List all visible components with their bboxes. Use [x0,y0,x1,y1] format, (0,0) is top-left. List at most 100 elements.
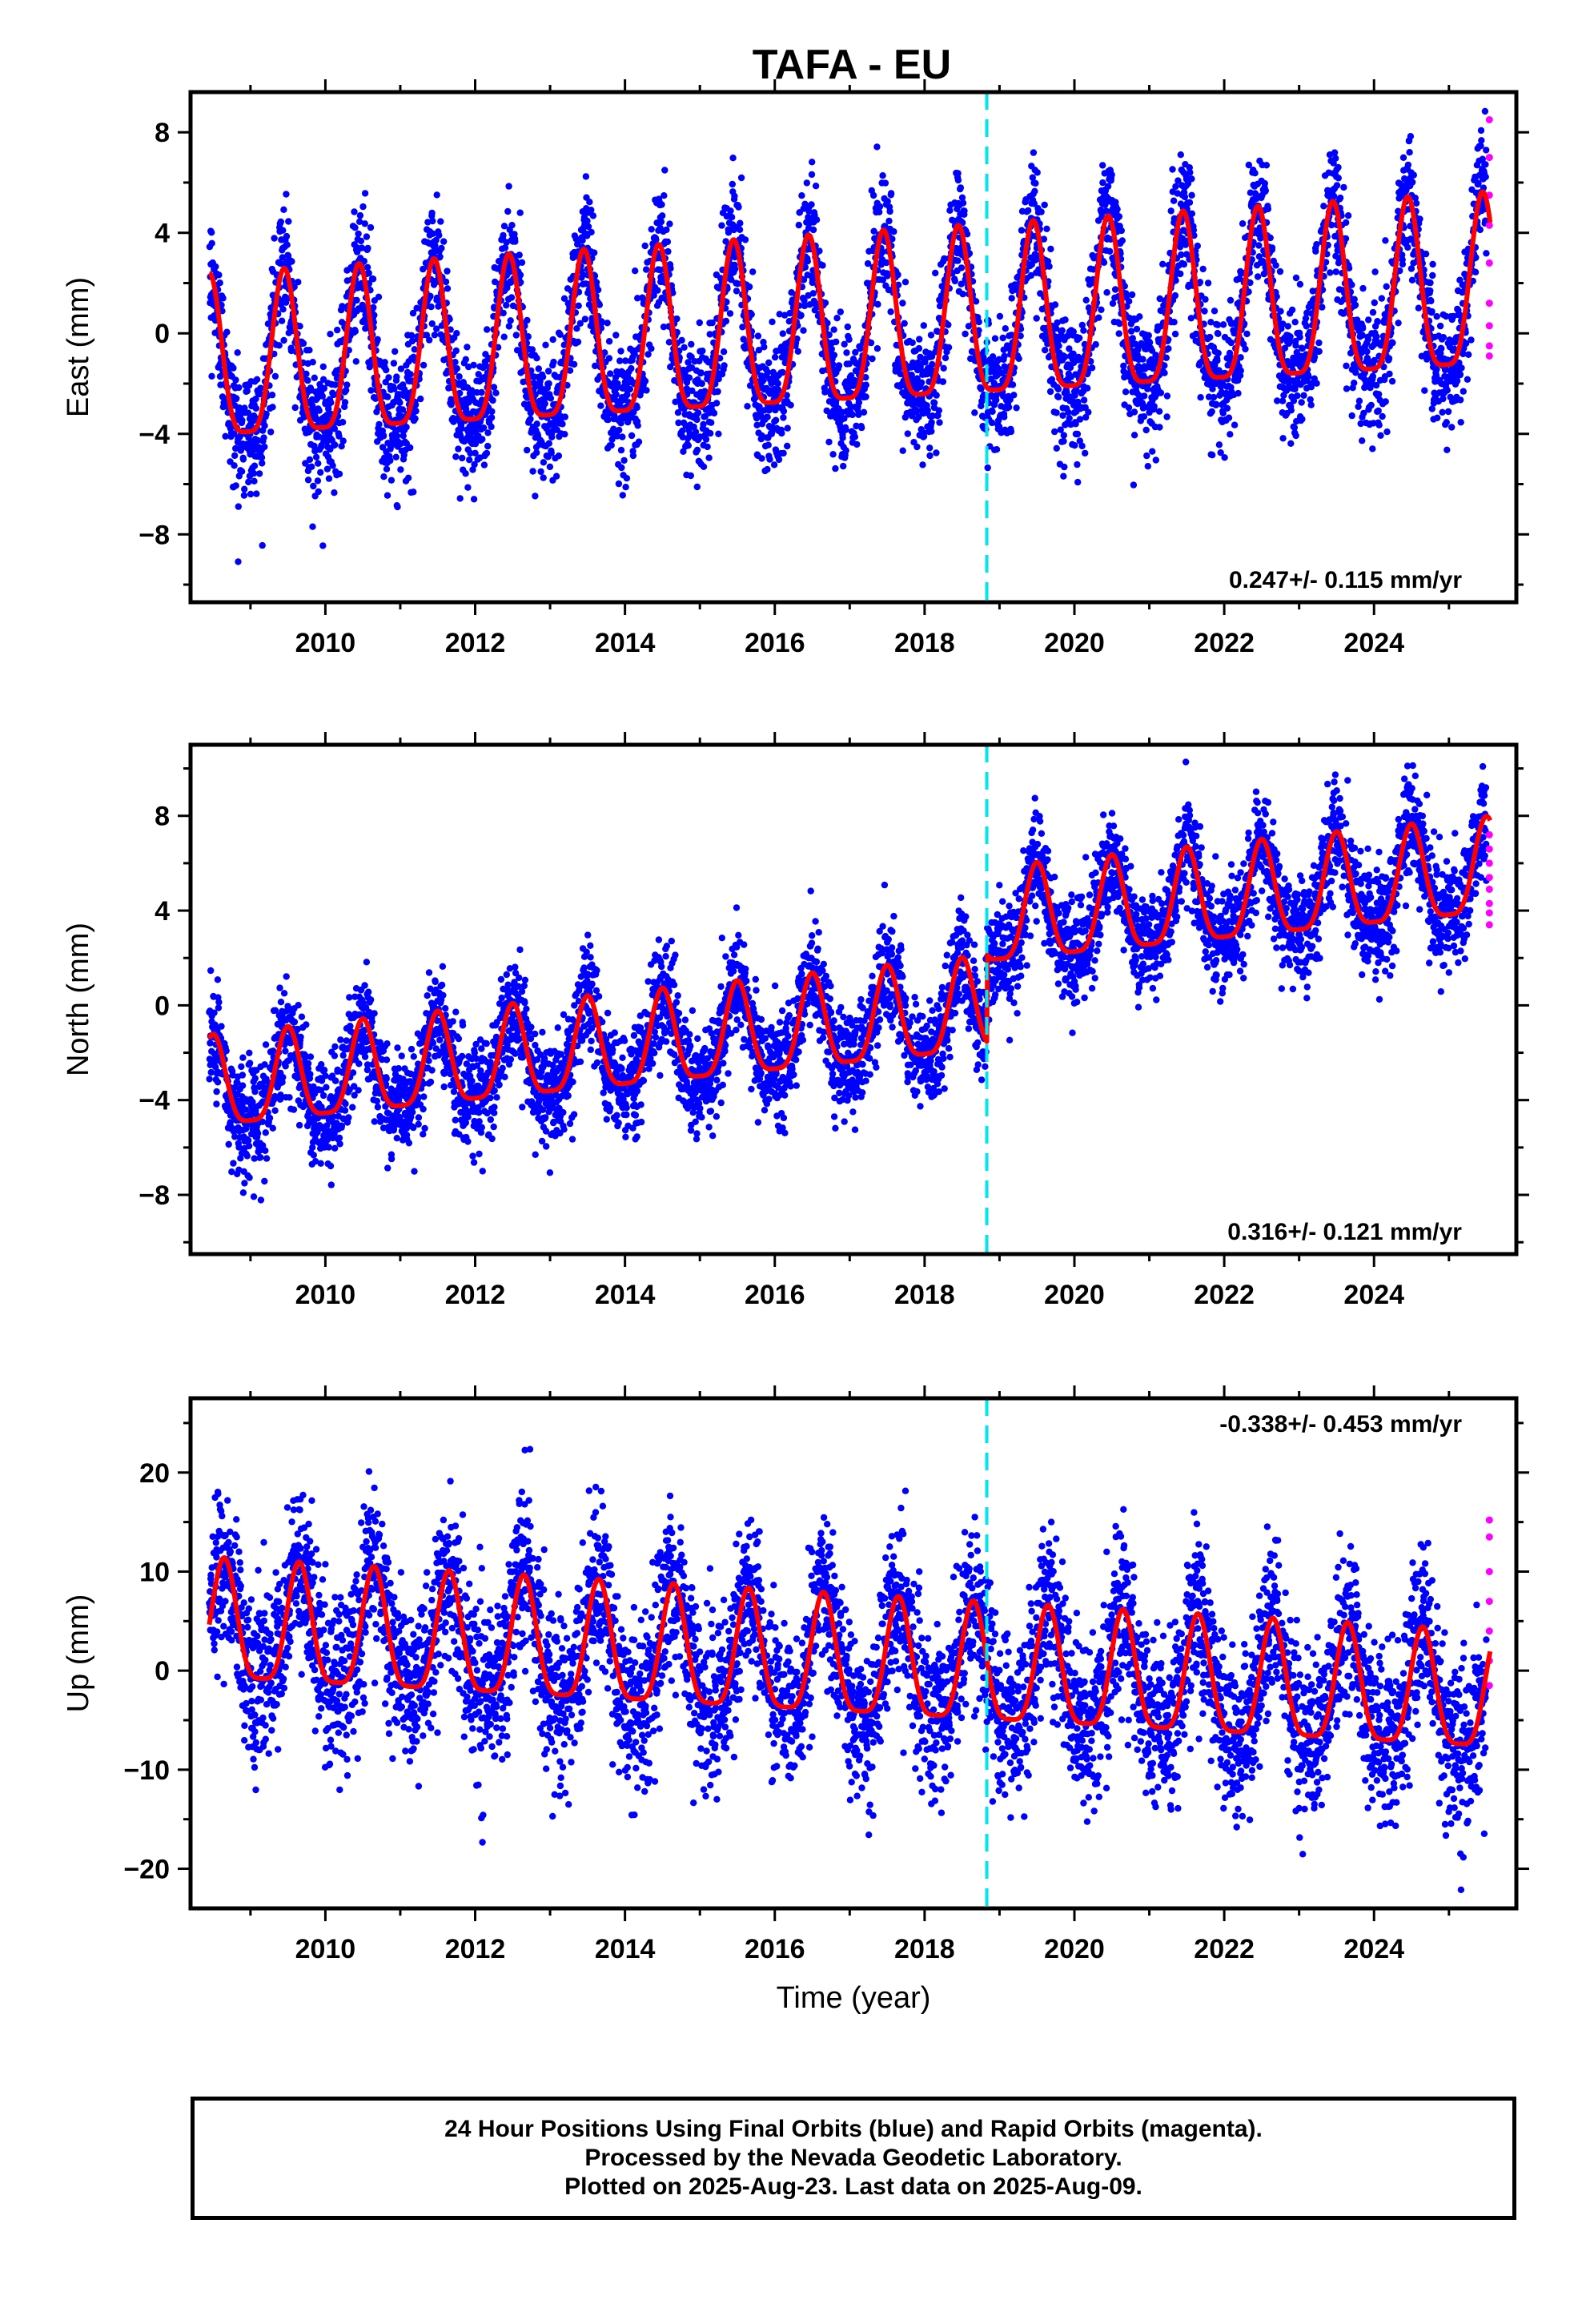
data-point [1188,175,1195,183]
data-point [927,332,935,339]
panel-east: 2010 2012 2014 2016 2018 2020 2022 2024−8−4048E… [62,79,1529,658]
data-point [351,208,358,215]
data-point [363,233,371,240]
data-point [537,468,544,476]
data-point [1170,319,1178,326]
data-point [334,326,341,334]
data-point [300,413,307,421]
data-point [235,503,242,510]
data-point [916,336,923,343]
data-point [1032,179,1039,187]
data-point [545,440,552,447]
data-point [1054,393,1062,400]
data-point [1002,325,1010,332]
data-point [945,321,952,328]
data-point [1359,437,1366,444]
data-point [393,373,400,380]
data-point [283,191,290,198]
data-point [508,294,516,301]
data-point [310,482,317,490]
figure-title: TAFA - EU [753,42,951,88]
data-point [1214,357,1221,364]
data-point [488,423,495,431]
data-point [295,279,302,286]
data-point [612,332,620,339]
data-point [869,355,876,363]
data-point [261,443,268,451]
data-point [374,336,381,343]
data-point [808,201,815,208]
data-point [397,466,404,473]
data-point [410,489,417,496]
data-point [617,348,624,355]
data-point [1080,396,1088,404]
data-point [1034,169,1041,176]
data-point [369,275,377,283]
data-point [628,432,636,440]
data-point [1139,356,1146,363]
data-point [825,438,833,446]
data-point [1005,404,1013,411]
data-point [387,476,396,484]
data-point [1142,426,1150,434]
data-point [540,459,548,466]
data-point [917,379,926,386]
data-point [535,365,542,372]
data-point [251,477,258,485]
data-point [1211,308,1219,315]
data-point [996,312,1004,320]
data-point [694,409,702,416]
data-point [542,341,549,348]
data-point [1355,397,1363,404]
data-point [1215,441,1223,448]
data-point [1287,407,1295,414]
data-point [484,442,492,450]
data-point [268,392,276,399]
data-point [1010,392,1018,399]
data-point [770,461,778,468]
data-point [615,480,623,488]
data-point [657,218,665,226]
data-point [331,381,339,388]
data-point [623,475,631,482]
data-point [1031,187,1038,195]
data-point [582,173,590,180]
data-point [1084,384,1091,392]
data-point [764,413,771,420]
data-point [1080,327,1087,334]
data-point [440,238,448,245]
data-point [489,396,496,404]
data-point [1170,197,1178,204]
data-point [505,323,513,330]
data-point [598,318,605,325]
data-point [437,218,444,225]
data-point [576,320,584,327]
data-point [842,426,849,433]
final-orbits-series [206,107,1490,565]
data-point [708,419,715,426]
data-point [320,384,327,392]
data-point [473,388,480,396]
data-point [503,301,510,309]
data-point [271,372,279,380]
data-point [1018,227,1026,234]
data-point [546,463,554,471]
data-point [1335,163,1342,171]
data-point [545,380,552,388]
data-point [299,340,307,347]
data-point [1298,399,1305,406]
data-point [432,236,440,244]
data-point [779,330,786,337]
data-point [628,364,635,372]
data-point [423,332,431,339]
data-point [592,279,600,286]
data-point [698,380,705,388]
data-point [255,470,263,477]
data-point [257,384,264,392]
data-point [253,490,260,497]
data-point [470,496,478,503]
data-point [1111,286,1119,293]
data-point [512,332,520,339]
data-point [244,409,252,416]
data-point [245,478,252,486]
